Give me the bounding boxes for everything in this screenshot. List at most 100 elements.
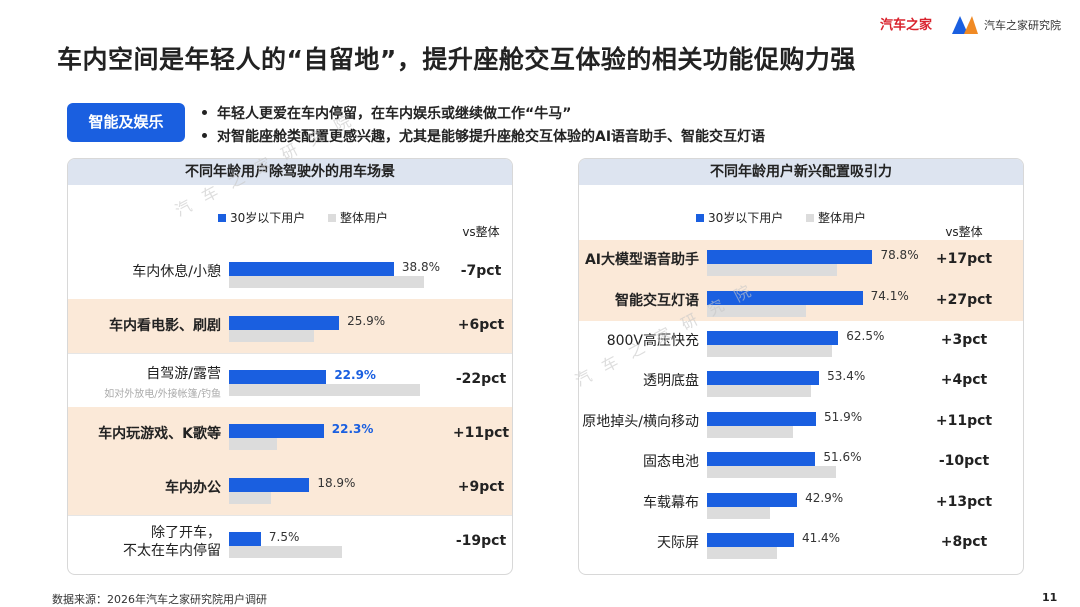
legend-swatch [806,214,814,222]
bar [229,546,342,558]
value-label: 74.1% [870,288,909,303]
chart-panel: 不同年龄用户新兴配置吸引力 30岁以下用户 整体用户 vs整体 AI大模型语音助手 78.… [578,158,1024,575]
bar [229,438,278,450]
value-label: 51.9% [823,409,863,424]
diff-value: -22pct [451,371,511,387]
bar [707,385,811,398]
category-label: 自驾游/露营 [146,366,221,382]
bar [707,492,798,507]
bar [229,330,314,342]
institute-logo: 汽车之家研究院 [984,19,1061,32]
diff-unit: pct [484,425,510,441]
diff-header: vs整体 [945,225,983,239]
category-label: 800V高压快充 [606,333,699,349]
diff-number: +9 [457,479,480,495]
value-label: 78.8% [880,248,919,263]
diff-unit: pct [964,453,990,470]
diff-unit: pct [967,412,993,429]
category-label: 智能交互灯语 [615,292,699,309]
diff-number: -19 [455,533,482,549]
legend-swatch [328,214,336,222]
diff-unit: pct [481,533,507,549]
category-note: 如对外放电/外接帐篷/钓鱼 [104,389,221,400]
diff-number: -22 [455,371,482,387]
bar [707,533,794,547]
diff-number: -10 [938,453,965,470]
bullet-text: 年轻人更爱在车内停留，在车内娱乐或继续做工作“牛马” [217,106,572,122]
bar [229,384,420,396]
legend-label: 整体用户 [818,211,867,225]
diff-unit: pct [962,332,988,348]
legend-item: 整体用户 [328,209,388,226]
value-label: 18.9% [317,476,356,490]
slide-title: 车内空间是年轻人的“自留地”，提升座舱交互体验的相关功能促购力强 [57,45,856,74]
bar [707,264,837,277]
diff-value: +17pct [934,251,994,267]
legend-label: 30岁以下用户 [708,211,784,225]
diff-number: +11 [452,425,485,441]
diff-value: +9pct [451,479,511,495]
diff-value: +11pct [934,413,994,429]
diff-value: -10pct [934,453,994,469]
bar [229,370,327,384]
bar [229,316,340,330]
icon [952,16,978,34]
diff-number: -7 [460,263,477,279]
diff-value: +11pct [451,425,511,441]
value-label: 53.4% [827,369,866,384]
value-label: 22.3% [331,422,374,436]
diff-unit: pct [479,317,505,333]
row-divider [68,515,512,516]
bar [707,411,816,426]
diff-number: +17 [935,251,968,268]
category-label: AI大模型语音助手 [584,252,699,269]
diff-number: +4 [940,372,963,389]
bullet-dot [202,133,207,138]
diff-header: vs整体 [462,225,500,239]
value-label: 25.9% [347,314,386,328]
diff-unit: pct [967,291,993,308]
section-tag: 智能及娱乐 [67,103,185,142]
bar [707,371,820,386]
legend-item: 30岁以下用户 [696,209,783,226]
category-label: 天际屏 [657,535,699,551]
page-number: 11 [1042,591,1058,604]
value-label: 42.9% [805,490,844,505]
category-label: 车内玩游戏、K歌等 [98,426,221,442]
category-label: 车内休息/小憩 [132,264,221,280]
diff-unit: pct [967,251,993,268]
bar [707,290,863,305]
bar [707,331,839,345]
category-label: 透明底盘 [643,373,699,390]
diff-unit: pct [481,371,507,387]
row-divider [68,353,512,354]
diff-number: +13 [935,493,968,510]
bar [707,304,806,317]
diff-unit: pct [962,372,988,389]
diff-value: +6pct [451,317,511,333]
category-label: 固态电池 [643,454,699,471]
bar [229,276,424,288]
bar [707,250,873,265]
bullet-text: 对智能座舱类配置更感兴趣，尤其是能够提升座舱交互体验的AI语音助手、智能交互灯语 [217,129,766,145]
source: 数据来源：2026年汽车之家研究院用户调研 [52,593,267,606]
diff-number: +8 [940,534,963,550]
legend-swatch [218,214,226,222]
legend-item: 整体用户 [806,209,866,226]
bar [707,425,793,438]
bar [229,424,324,438]
chart-panel: 不同年龄用户除驾驶外的用车场景 30岁以下用户 整体用户 vs整体 车内休息/小憩 38.… [67,158,513,575]
bullet-dot [202,110,207,115]
diff-number: +6 [457,317,480,333]
value-label: 51.6% [823,450,862,465]
diff-number: +27 [935,291,968,308]
value-label: 41.4% [801,531,841,545]
category-label: 车内看电影、刷剧 [109,318,221,334]
legend-swatch [696,214,704,222]
value-label: 62.5% [846,329,885,343]
diff-number: +11 [935,412,968,429]
diff-value: +13pct [934,494,994,510]
bar [707,466,837,479]
brand-logo: 汽车之家 [880,18,933,33]
